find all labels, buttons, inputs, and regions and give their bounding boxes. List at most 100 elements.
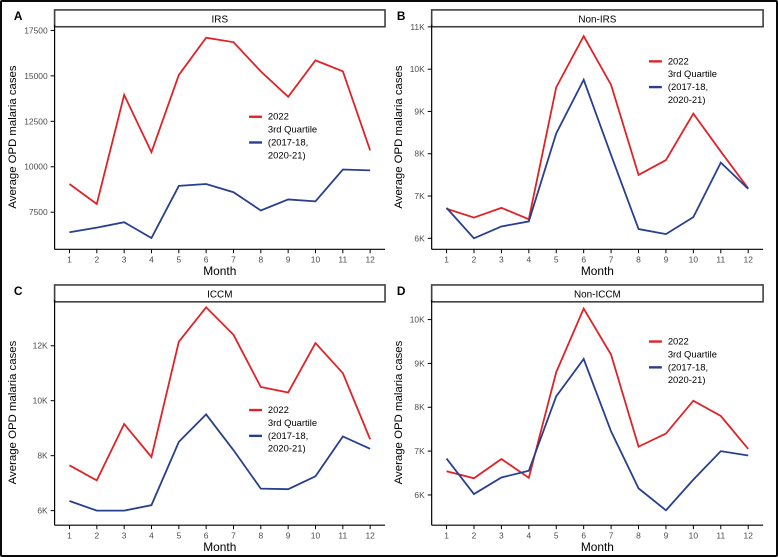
x-tick-label: 3 (122, 531, 127, 541)
x-tick-label: 12 (365, 255, 375, 265)
x-axis-title: Month (581, 264, 614, 278)
x-tick-label: 10 (311, 531, 321, 541)
x-tick-label: 5 (554, 531, 559, 541)
legend-label-quartile-2: (2017-18, (668, 81, 708, 92)
x-tick-label: 9 (286, 255, 291, 265)
x-tick-label: 10 (311, 255, 321, 265)
line-2022 (446, 34, 749, 221)
panel-letter: C (14, 284, 23, 298)
legend-label-quartile-2: (2017-18, (268, 430, 308, 441)
line-3rd-quartile (69, 413, 371, 512)
x-tick-label: 7 (609, 531, 614, 541)
x-tick-label: 6 (204, 531, 209, 541)
strip-box (53, 284, 386, 303)
legend-label-2022: 2022 (668, 336, 689, 347)
y-tick-label: 8K (414, 149, 425, 159)
line-2022 (68, 36, 371, 206)
panel-letter: D (397, 284, 406, 298)
strip-box (430, 284, 764, 303)
strip-title: Non-IRS (578, 14, 616, 25)
line-2022 (69, 305, 371, 482)
x-tick-label: 5 (176, 255, 181, 265)
x-tick-label: 8 (258, 255, 263, 265)
x-tick-label: 1 (444, 531, 449, 541)
x-tick-label: 3 (499, 255, 504, 265)
legend-label-quartile-1: 3rd Quartile (668, 68, 717, 79)
x-tick-label: 7 (231, 531, 236, 541)
y-tick-label: 6K (37, 506, 48, 516)
y-tick-label: 15000 (24, 71, 48, 81)
legend-label-quartile-3: 2020-21) (268, 443, 306, 454)
y-tick-label: 7500 (29, 207, 48, 217)
x-tick-label: 2 (472, 531, 477, 541)
x-tick-label: 2 (94, 531, 99, 541)
x-tick-label: 8 (636, 531, 641, 541)
y-tick-label: 10K (410, 64, 425, 74)
legend-label-2022: 2022 (668, 55, 689, 66)
panel-letter: B (397, 9, 406, 23)
x-tick-label: 10 (689, 255, 699, 265)
x-axis-title: Month (203, 540, 236, 554)
x-tick-label: 7 (231, 255, 236, 265)
y-axis-title: Average OPD malaria cases (7, 65, 19, 208)
x-tick-label: 12 (744, 531, 754, 541)
strip-title: Non-ICCM (574, 289, 621, 300)
x-tick-label: 2 (94, 255, 99, 265)
x-tick-label: 11 (716, 531, 725, 541)
strip-box (430, 9, 764, 28)
x-tick-label: 4 (149, 531, 154, 541)
y-tick-label: 9K (414, 358, 425, 368)
x-tick-label: 12 (744, 255, 754, 265)
panel-A-IRS: IRS A 7500 10000 12500 15000 17500 1 2 3 4 5 6 7 8 9 10 1… (3, 3, 389, 278)
x-tick-label: 7 (609, 255, 614, 265)
x-axis-title: Month (581, 540, 614, 554)
legend-label-2022: 2022 (268, 404, 289, 415)
x-tick-label: 6 (204, 255, 209, 265)
panel-B-non-IRS: Non-IRS B 6K 7K 8K 9K 10K 11K 1 2 3 4 5 6 7 8 9 10 11 12 Mon… (389, 3, 775, 278)
x-tick-label: 9 (664, 255, 669, 265)
x-tick-label: 4 (526, 255, 531, 265)
y-tick-label: 10K (410, 315, 425, 325)
x-tick-label: 12 (365, 531, 375, 541)
x-tick-label: 8 (636, 255, 641, 265)
y-tick-label: 11K (410, 22, 425, 32)
x-tick-label: 3 (499, 531, 504, 541)
x-tick-label: 1 (444, 255, 449, 265)
x-tick-label: 11 (338, 531, 347, 541)
y-tick-label: 10K (33, 396, 48, 406)
x-tick-label: 4 (526, 531, 531, 541)
y-tick-label: 7K (414, 191, 425, 201)
y-tick-label: 10000 (24, 162, 48, 172)
line-3rd-quartile (445, 357, 749, 512)
y-tick-label: 7K (414, 446, 425, 456)
y-tick-label: 12K (33, 341, 48, 351)
x-tick-label: 10 (689, 531, 699, 541)
x-tick-label: 5 (554, 255, 559, 265)
legend-label-quartile-3: 2020-21) (668, 374, 706, 385)
y-axis-title: Average OPD malaria cases (393, 65, 405, 208)
line-3rd-quartile (69, 168, 371, 240)
x-tick-label: 2 (472, 255, 477, 265)
legend-label-quartile-3: 2020-21) (268, 149, 306, 160)
x-tick-label: 11 (338, 255, 347, 265)
x-tick-label: 6 (581, 531, 586, 541)
y-tick-label: 17500 (24, 25, 48, 35)
legend-label-quartile-1: 3rd Quartile (268, 417, 317, 428)
x-tick-label: 1 (67, 531, 72, 541)
panel-D-non-ICCM: Non-ICCM D 6K 7K 8K 9K 10K 1 2 3 4 5 6 7 8 9 10 11 12 Month… (389, 278, 775, 554)
line-2022 (446, 306, 749, 480)
x-axis-title: Month (203, 264, 236, 278)
x-tick-label: 11 (716, 255, 725, 265)
strip-title: IRS (212, 14, 229, 25)
x-tick-label: 6 (581, 255, 586, 265)
x-tick-label: 9 (664, 531, 669, 541)
y-tick-label: 6K (414, 490, 425, 500)
line-3rd-quartile (445, 77, 749, 240)
legend-label-quartile-2: (2017-18, (668, 361, 708, 372)
panel-C-ICCM: ICCM C 6K 8K 10K 12K 1 2 3 4 5 6 7 8 9 10 11 12 Month Avera… (3, 278, 389, 554)
x-tick-label: 9 (286, 531, 291, 541)
